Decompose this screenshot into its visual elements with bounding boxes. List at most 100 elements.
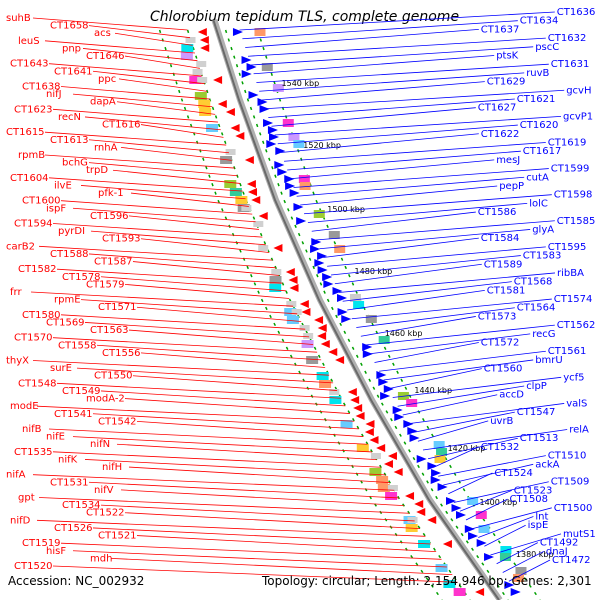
forward-gene-arrow [484,553,495,561]
forward-gene-arrow [241,70,252,78]
gene-leader-line-left [44,131,227,146]
gene-label-left: ispF [46,203,66,214]
reverse-gene-arrow [416,508,426,516]
forward-gene-arrow [332,287,343,295]
gene-label-left: nifB [22,424,42,435]
gene-category-block [293,140,305,148]
gene-label-right: CT1508 [509,494,548,505]
gene-label-left: rpmB [18,150,45,161]
gene-leader-line-right [293,168,549,188]
forward-gene-arrow [431,469,442,477]
gene-label-left: CT1549 [62,386,101,397]
gene-label-left: CT1579 [86,279,125,290]
gene-leader-line-left [88,139,230,154]
gene-category-block [199,108,212,116]
gene-leader-line-right [250,46,534,66]
reverse-gene-arrow [353,404,363,412]
gene-category-block [433,441,445,449]
forward-gene-arrow [437,483,448,491]
kbp-tick-label: 1420 kbp [448,444,486,453]
gene-leader-line-left [72,207,256,223]
reverse-gene-arrow [273,244,283,252]
forward-gene-arrow [378,378,389,386]
gene-label-right: CT1589 [484,259,523,270]
gene-leader-line-left [128,215,260,230]
gene-label-left: pnp [62,43,81,54]
gene-leader-line-right [422,429,568,451]
gene-category-block [316,372,329,380]
gene-label-left: carB2 [6,241,35,252]
gene-label-left: CT1558 [58,340,97,351]
gene-leader-line-right [338,272,556,293]
gene-leader-line-right [347,289,485,311]
gene-label-left: trpD [86,165,108,176]
kbp-tick-label: 1380 kbp [516,550,554,559]
gene-leader-line-left [100,276,286,292]
gene-category-block [196,61,207,67]
gene-label-left: CT1596 [90,211,129,222]
gene-label-right: accD [499,390,524,401]
gene-leader-line-right [261,81,485,101]
gene-category-block [515,567,527,575]
gene-leader-line-left [136,420,364,437]
gene-leader-line-right [247,37,546,57]
gene-leader-line-right [259,72,525,92]
gene-label-right: CT1621 [517,94,556,105]
gene-label-left: modA-2 [86,394,125,405]
gene-label-left: CT1548 [18,378,57,389]
gene-category-block [340,420,353,428]
gene-category-block [194,92,207,100]
gene-label-left: CT1616 [102,120,141,131]
gene-leader-line-left [52,108,218,123]
gene-leader-line-right [323,237,479,258]
gene-leader-line-right [327,246,546,267]
gene-leader-line-right [417,420,489,442]
gene-label-right: CT1634 [520,16,559,27]
gene-leader-line-right [284,142,546,162]
kbp-tick-label: 1460 kbp [385,329,423,338]
gene-leader-line-right [502,550,545,573]
gene-label-right: CT1510 [548,451,587,462]
gene-leader-line-left [92,413,359,430]
gene-label-right: CT1532 [481,442,520,453]
gene-leader-line-right [296,176,525,197]
gene-label-left: CT1613 [50,135,89,146]
gene-leader-line-right [448,472,493,495]
reverse-gene-arrow [347,388,357,396]
forward-gene-arrow [337,294,348,302]
gene-leader-line-right [383,359,534,381]
gene-label-right: bmrU [535,355,563,366]
gene-label-right: CT1595 [548,242,587,253]
gene-category-block [370,453,381,459]
gene-label-right: CT1598 [554,190,593,201]
forward-gene-arrow [468,532,479,540]
gene-leader-line-left [100,390,346,407]
forward-gene-arrow [392,406,403,414]
reverse-gene-arrow [225,108,235,116]
gene-label-left: CT1569 [46,317,85,328]
reverse-gene-arrow [248,188,258,196]
gene-label-left: ilvE [54,180,72,191]
reverse-gene-arrow [328,348,338,356]
forward-gene-arrow [317,266,328,274]
gene-leader-line-left [120,489,404,507]
gene-label-right: ribBA [557,268,584,279]
gene-leader-line-left [120,146,232,161]
forward-gene-arrow [456,511,467,519]
gene-leader-line-left [84,459,386,476]
gene-label-right: CT1562 [557,320,596,331]
gene-leader-line-right [388,368,482,390]
gene-category-block [288,133,300,141]
gene-label-right: pscC [535,42,559,53]
gene-category-block [299,325,310,331]
forward-gene-arrow [323,280,334,288]
forward-gene-arrow [430,476,441,484]
gene-label-left: CT1604 [10,173,49,184]
forward-gene-arrow [504,581,515,589]
forward-gene-arrow [310,245,321,253]
gene-leader-line-left [128,329,314,345]
gene-label-left: CT1594 [14,219,53,230]
gene-label-right: CT1620 [520,120,559,131]
gene-leader-line-right [334,263,482,285]
gene-category-block [356,444,369,452]
